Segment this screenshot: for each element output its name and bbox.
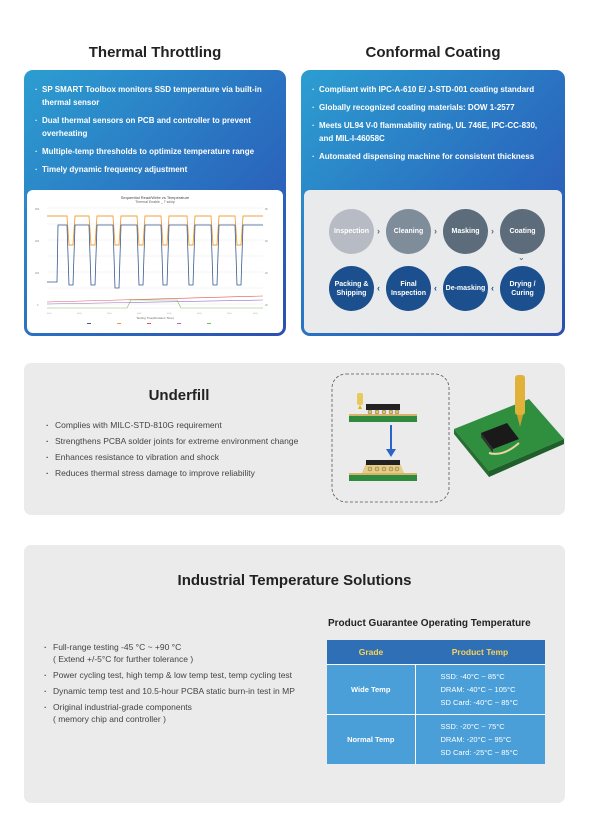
temp-value: SD Card: -40°C ~ 85°C — [440, 697, 519, 707]
temp-grade-cell: Wide Temp — [327, 663, 416, 714]
svg-text:0000: 0000 — [197, 313, 202, 315]
step-cleaning: Cleaning — [386, 209, 431, 254]
thermal-chart-panel: Sequential Read/Write vs Temperature The… — [27, 190, 283, 333]
svg-text:0000: 0000 — [107, 313, 112, 315]
industrial-bullet: Full-range testing -45 °C ~ +90 °C ( Ext… — [44, 641, 306, 665]
svg-text:0: 0 — [37, 304, 39, 307]
table-row: Normal Temp SSD: -20°C ~ 75°C DRAM: -20°… — [327, 713, 545, 764]
thermal-chart-subtitle: Thermal Enable _ 7 sdxip — [135, 200, 175, 204]
thermal-bullet-list: SP SMART Toolbox monitors SSD temperatur… — [24, 70, 286, 176]
step-masking: Masking — [443, 209, 488, 254]
thermal-title: Thermal Throttling — [88, 44, 222, 61]
underfill-bullet: Strengthens PCBA solder joints for extre… — [46, 435, 346, 447]
step-inspection: Inspection — [329, 209, 374, 254]
thermal-chart-title: Sequential Read/Write vs Temperature — [120, 195, 190, 200]
underfill-panel: Underfill Complies with MILC-STD-810G re… — [24, 363, 565, 515]
svg-text:400: 400 — [35, 240, 40, 243]
svg-text:20: 20 — [265, 304, 268, 307]
svg-text:80: 80 — [265, 208, 268, 211]
svg-text:0000: 0000 — [137, 313, 142, 315]
arrow-right-icon: › — [434, 226, 437, 236]
arrow-right-icon: › — [377, 226, 380, 236]
svg-text:60: 60 — [265, 240, 268, 243]
step-de-masking: De-masking — [443, 266, 488, 311]
thermal-card: SP SMART Toolbox monitors SSD temperatur… — [24, 70, 286, 336]
svg-text:600: 600 — [35, 208, 40, 211]
thermal-bullet: Timely dynamic frequency adjustment — [34, 163, 274, 176]
temp-grade-cell: Normal Temp — [327, 713, 416, 764]
temp-value: SSD: -20°C ~ 75°C — [440, 721, 505, 731]
coating-bullet: Compliant with IPC-A-610 E/ J-STD-001 co… — [311, 83, 553, 96]
thermal-bullet: SP SMART Toolbox monitors SSD temperatur… — [34, 83, 274, 109]
table-row: Wide Temp SSD: -40°C ~ 85°C DRAM: -40°C … — [327, 663, 545, 714]
industrial-bullet-list: Full-range testing -45 °C ~ +90 °C ( Ext… — [44, 641, 306, 729]
temp-value: DRAM: -40°C ~ 105°C — [440, 684, 516, 694]
underfill-bullet: Complies with MILC-STD-810G requirement — [46, 419, 346, 431]
coating-title: Conformal Coating — [365, 44, 501, 61]
coating-process-panel: Inspection › Cleaning › Masking › Coatin… — [304, 190, 562, 333]
arrow-down-icon: ⌄ — [518, 253, 525, 262]
step-final-inspection: Final Inspection — [386, 266, 431, 311]
coating-bullet-list: Compliant with IPC-A-610 E/ J-STD-001 co… — [301, 70, 565, 163]
underfill-bullet: Enhances resistance to vibration and sho… — [46, 451, 346, 463]
arrow-left-icon: ‹ — [377, 283, 380, 293]
coating-bullet: Meets UL94 V-0 flammability rating, UL 7… — [311, 119, 553, 145]
temp-value: SD Card: -25°C ~ 85°C — [440, 747, 519, 757]
industrial-title: Industrial Temperature Solutions — [177, 572, 412, 589]
temp-table-header: Product Temp — [415, 640, 545, 664]
temp-value-cell: SSD: -20°C ~ 75°C DRAM: -20°C ~ 95°C SD … — [415, 713, 545, 764]
svg-text:200: 200 — [35, 272, 40, 275]
svg-text:0000: 0000 — [167, 313, 172, 315]
underfill-bullet-list: Complies with MILC-STD-810G requirement … — [46, 419, 346, 483]
temp-table-title: Product Guarantee Operating Temperature — [328, 618, 531, 629]
svg-text:40: 40 — [265, 272, 268, 275]
temp-table: Grade Product Temp Wide Temp SSD: -40°C … — [327, 640, 545, 764]
step-coating: Coating — [500, 209, 545, 254]
underfill-title: Underfill — [148, 387, 210, 404]
thermal-bullet: Dual thermal sensors on PCB and controll… — [34, 114, 274, 140]
temp-value-cell: SSD: -40°C ~ 85°C DRAM: -40°C ~ 105°C SD… — [415, 663, 545, 714]
industrial-bullet: Dynamic temp test and 10.5-hour PCBA sta… — [44, 685, 306, 697]
arrow-left-icon: ‹ — [434, 283, 437, 293]
arrow-left-icon: ‹ — [491, 283, 494, 293]
thermal-chart: 600 400 200 0 80 60 40 20 0000 0000 0000 0000 0000… — [35, 207, 268, 324]
underfill-illustration — [331, 373, 564, 503]
svg-text:0000: 0000 — [227, 313, 232, 315]
chart-series-temp-1 — [46, 295, 264, 303]
underfill-bullet: Reduces thermal stress damage to improve… — [46, 467, 346, 479]
chart-series-temp-2 — [46, 299, 264, 305]
thermal-bullet: Multiple-temp thresholds to optimize tem… — [34, 145, 274, 158]
industrial-panel: Industrial Temperature Solutions Full-ra… — [24, 545, 565, 803]
step-packing-shipping: Packing & Shipping — [329, 266, 374, 311]
temp-table-header: Grade — [327, 640, 415, 664]
coating-card: Compliant with IPC-A-610 E/ J-STD-001 co… — [301, 70, 565, 336]
svg-text:0000: 0000 — [47, 313, 52, 315]
svg-text:0000: 0000 — [77, 313, 82, 315]
chart-series-read — [47, 215, 263, 246]
chart-series-write — [47, 224, 263, 289]
step-drying-curing: Drying / Curing — [500, 266, 545, 311]
temp-value: SSD: -40°C ~ 85°C — [440, 671, 505, 681]
industrial-bullet: Power cycling test, high temp & low temp… — [44, 669, 306, 681]
temp-value: DRAM: -20°C ~ 95°C — [440, 734, 512, 744]
industrial-bullet: Original industrial-grade components ( m… — [44, 701, 306, 725]
coating-bullet: Automated dispensing machine for consist… — [311, 150, 553, 163]
arrow-right-icon: › — [491, 226, 494, 236]
svg-text:0000: 0000 — [253, 313, 258, 315]
coating-bullet: Globally recognized coating materials: D… — [311, 101, 553, 114]
thermal-chart-xlabel: Testing Time(Duration Time) — [136, 316, 174, 320]
